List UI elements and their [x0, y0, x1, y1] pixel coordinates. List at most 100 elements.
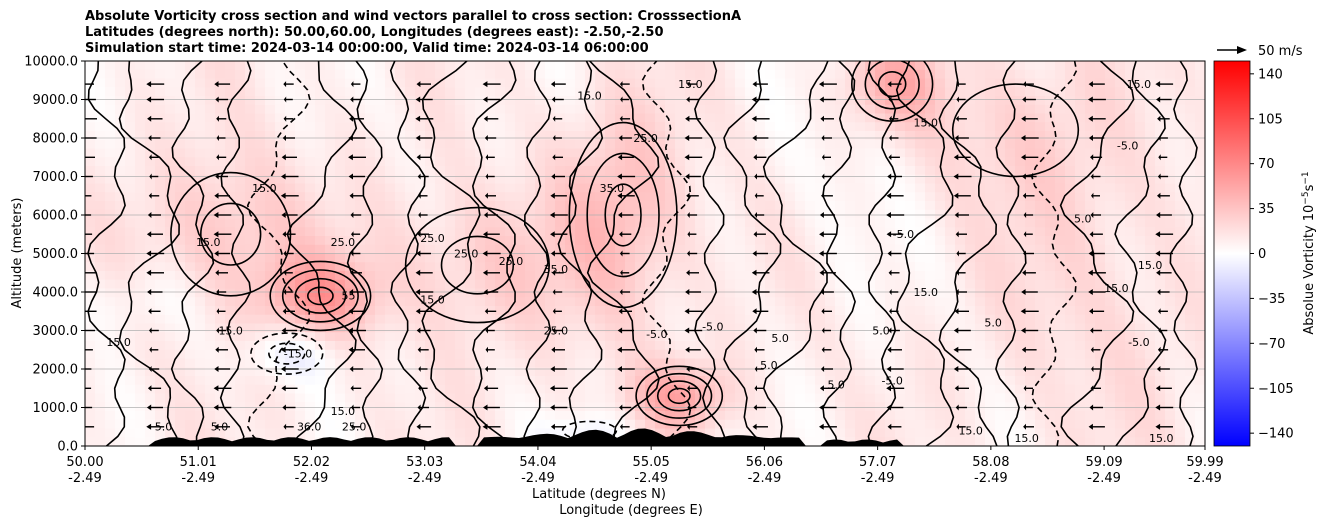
vorticity-cell [245, 384, 256, 395]
vorticity-cell [225, 262, 236, 272]
vorticity-cell [785, 262, 796, 272]
vorticity-cell [725, 297, 736, 307]
vorticity-cell [285, 61, 296, 71]
vorticity-cell [155, 253, 166, 263]
vorticity-cell [485, 314, 496, 325]
vorticity-cell [1185, 437, 1196, 446]
vorticity-cell [835, 148, 846, 158]
vorticity-cell [215, 139, 226, 150]
vorticity-cell [125, 157, 136, 167]
vorticity-cell [155, 297, 166, 307]
vorticity-cell [775, 148, 786, 158]
vorticity-cell [685, 157, 696, 167]
vorticity-cell [1075, 323, 1086, 333]
vorticity-cell [1185, 236, 1196, 246]
vorticity-cell [875, 244, 886, 255]
vorticity-cell [465, 69, 476, 80]
vorticity-cell [1145, 201, 1156, 211]
vorticity-cell [845, 87, 856, 97]
vorticity-cell [465, 201, 476, 211]
vorticity-cell [645, 271, 656, 281]
vorticity-cell [395, 297, 406, 307]
vorticity-cell [685, 61, 696, 71]
vorticity-cell [725, 279, 736, 290]
vorticity-cell [925, 314, 936, 325]
vorticity-cell [235, 253, 246, 263]
vorticity-cell [275, 192, 286, 202]
vorticity-cell [1035, 96, 1046, 106]
vorticity-cell [845, 78, 856, 88]
vorticity-cell [305, 227, 316, 237]
vorticity-cell [795, 113, 806, 123]
vorticity-cell [1055, 139, 1066, 150]
vorticity-cell [1075, 376, 1086, 386]
vorticity-cell [115, 201, 126, 211]
vorticity-cell [115, 419, 126, 430]
vorticity-cell [595, 104, 606, 115]
vorticity-cell [305, 218, 316, 228]
vorticity-cell [135, 201, 146, 211]
vorticity-cell [485, 367, 496, 377]
vorticity-cell [235, 174, 246, 185]
vorticity-cell [195, 297, 206, 307]
vorticity-cell [245, 411, 256, 421]
vorticity-cell [835, 87, 846, 97]
vorticity-cell [365, 148, 376, 158]
vorticity-cell [425, 87, 436, 97]
vorticity-cell [235, 139, 246, 150]
vorticity-cell [365, 367, 376, 377]
vorticity-cell [985, 131, 996, 141]
vorticity-cell [945, 376, 956, 386]
vorticity-cell [585, 323, 596, 333]
vorticity-cell [125, 96, 136, 106]
vorticity-cell [285, 297, 296, 307]
vorticity-cell [535, 253, 546, 263]
vorticity-cell [1105, 358, 1116, 368]
vorticity-cell [225, 367, 236, 377]
vorticity-cell [285, 174, 296, 185]
vorticity-cell [355, 402, 366, 412]
vorticity-cell [1035, 166, 1046, 176]
vorticity-cell [905, 411, 916, 421]
vorticity-cell [345, 61, 356, 71]
vorticity-cell [925, 218, 936, 228]
vorticity-cell [665, 113, 676, 123]
vorticity-cell [1175, 192, 1186, 202]
vorticity-cell [1065, 218, 1076, 228]
vorticity-cell [855, 148, 866, 158]
vorticity-cell [175, 419, 186, 430]
vorticity-cell [475, 104, 486, 115]
vorticity-cell [695, 279, 706, 290]
vorticity-cell [245, 428, 256, 438]
vorticity-cell [195, 139, 206, 150]
vorticity-cell [105, 376, 116, 386]
vorticity-cell [215, 244, 226, 255]
vorticity-cell [315, 61, 326, 71]
vorticity-cell [765, 209, 776, 220]
vorticity-cell [1195, 358, 1205, 368]
vorticity-cell [1185, 113, 1196, 123]
vorticity-cell [345, 367, 356, 377]
vorticity-cell [1075, 148, 1086, 158]
vorticity-cell [185, 148, 196, 158]
vorticity-cell [725, 209, 736, 220]
vorticity-cell [685, 174, 696, 185]
vorticity-cell [255, 78, 266, 88]
vorticity-cell [385, 113, 396, 123]
vorticity-cell [1025, 174, 1036, 185]
vorticity-cell [855, 376, 866, 386]
vorticity-cell [795, 122, 806, 132]
vorticity-cell [675, 209, 686, 220]
vorticity-cell [1195, 218, 1205, 228]
vorticity-cell [895, 288, 906, 298]
vorticity-cell [1145, 411, 1156, 421]
vorticity-cell [335, 113, 346, 123]
vorticity-cell [95, 341, 106, 351]
vorticity-cell [105, 314, 116, 325]
vorticity-cell [95, 402, 106, 412]
vorticity-cell [895, 376, 906, 386]
vorticity-cell [545, 393, 556, 403]
vorticity-cell [375, 69, 386, 80]
vorticity-cell [805, 139, 816, 150]
vorticity-cell [495, 262, 506, 272]
